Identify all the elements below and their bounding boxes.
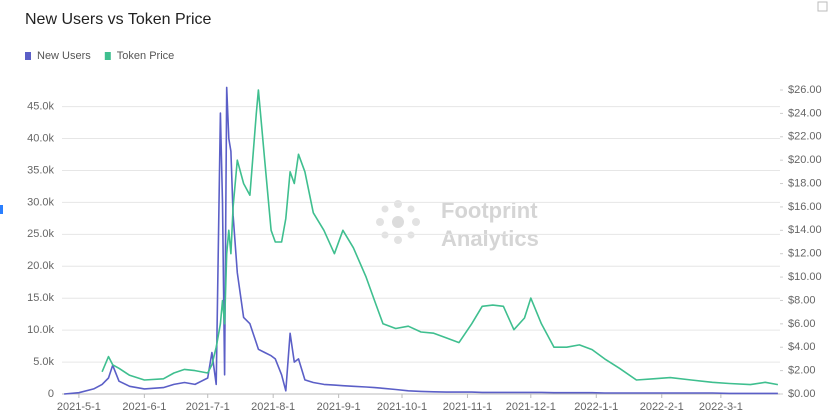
- y2-tick-label: $14.00: [788, 224, 822, 236]
- watermark-text: Analytics: [441, 226, 539, 251]
- y-tick-label: 10.0k: [27, 324, 54, 336]
- y2-tick-label: $20.00: [788, 154, 822, 166]
- y-tick-label: 5.0k: [33, 356, 54, 368]
- y2-tick-label: $16.00: [788, 201, 822, 213]
- y-tick-label: 45.0k: [27, 101, 54, 113]
- series-line: [101, 89, 779, 386]
- y2-tick-label: $0.00: [788, 388, 816, 400]
- edge-marker: [0, 205, 3, 214]
- y2-tick-label: $24.00: [788, 107, 822, 119]
- x-tick-label: 2021-12-1: [506, 401, 556, 413]
- y2-tick-label: $18.00: [788, 177, 822, 189]
- x-tick-label: 2022-2-1: [640, 401, 684, 413]
- series-line: [64, 86, 778, 395]
- y2-tick-label: $26.00: [788, 84, 822, 96]
- x-tick-label: 2021-10-1: [377, 401, 427, 413]
- x-tick-label: 2021-6-1: [122, 401, 166, 413]
- y-tick-label: 35.0k: [27, 164, 54, 176]
- watermark: Footprint Analytics: [376, 198, 539, 251]
- x-tick-label: 2022-1-1: [574, 401, 618, 413]
- legend-label: Token Price: [117, 50, 174, 62]
- y2-tick-label: $8.00: [788, 294, 816, 306]
- chart-title: New Users vs Token Price: [25, 11, 212, 28]
- legend-swatch: [104, 52, 111, 60]
- y-tick-label: 30.0k: [27, 196, 54, 208]
- y2-tick-label: $2.00: [788, 365, 816, 377]
- x-tick-label: 2021-7-1: [186, 401, 230, 413]
- y-tick-label: 20.0k: [27, 260, 54, 272]
- watermark-text: Footprint: [441, 198, 538, 223]
- legend-label: New Users: [37, 50, 91, 62]
- x-tick-label: 2021-5-1: [57, 401, 101, 413]
- y-tick-label: 15.0k: [27, 292, 54, 304]
- y2-tick-label: $4.00: [788, 341, 816, 353]
- y-tick-label: 40.0k: [27, 132, 54, 144]
- y2-tick-label: $10.00: [788, 271, 822, 283]
- y-tick-label: 25.0k: [27, 228, 54, 240]
- x-tick-label: 2021-11-1: [443, 401, 492, 413]
- x-tick-label: 2021-8-1: [251, 401, 295, 413]
- x-tick-label: 2022-3-1: [699, 401, 743, 413]
- y-tick-label: 0: [48, 388, 54, 400]
- y2-tick-label: $22.00: [788, 131, 822, 143]
- x-tick-label: 2021-9-1: [317, 401, 361, 413]
- legend-swatch: [25, 52, 31, 60]
- copy-icon[interactable]: [817, 1, 828, 12]
- y2-tick-label: $12.00: [788, 248, 822, 260]
- y2-tick-label: $6.00: [788, 318, 816, 330]
